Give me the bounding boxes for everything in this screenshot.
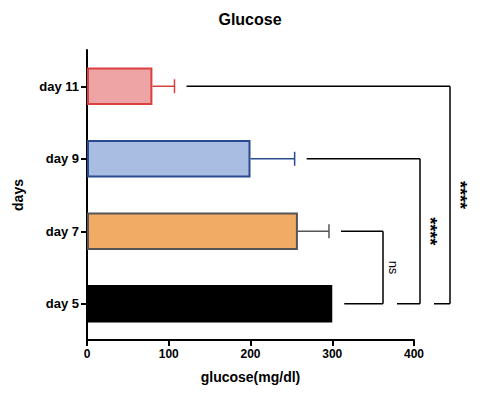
svg-text:glucose(mg/dl): glucose(mg/dl) — [201, 369, 301, 385]
svg-text:****: **** — [450, 181, 470, 209]
svg-text:****: **** — [420, 217, 440, 245]
svg-text:ns: ns — [386, 261, 401, 275]
svg-text:days: days — [10, 179, 26, 211]
svg-text:100: 100 — [159, 347, 179, 361]
svg-text:Glucose: Glucose — [218, 11, 281, 28]
svg-text:0: 0 — [84, 347, 91, 361]
svg-text:400: 400 — [404, 347, 424, 361]
svg-text:day 9: day 9 — [46, 151, 79, 166]
svg-text:200: 200 — [240, 347, 260, 361]
svg-text:day 5: day 5 — [46, 296, 79, 311]
svg-text:day 7: day 7 — [46, 224, 79, 239]
svg-text:300: 300 — [322, 347, 342, 361]
svg-text:day 11: day 11 — [39, 79, 79, 94]
